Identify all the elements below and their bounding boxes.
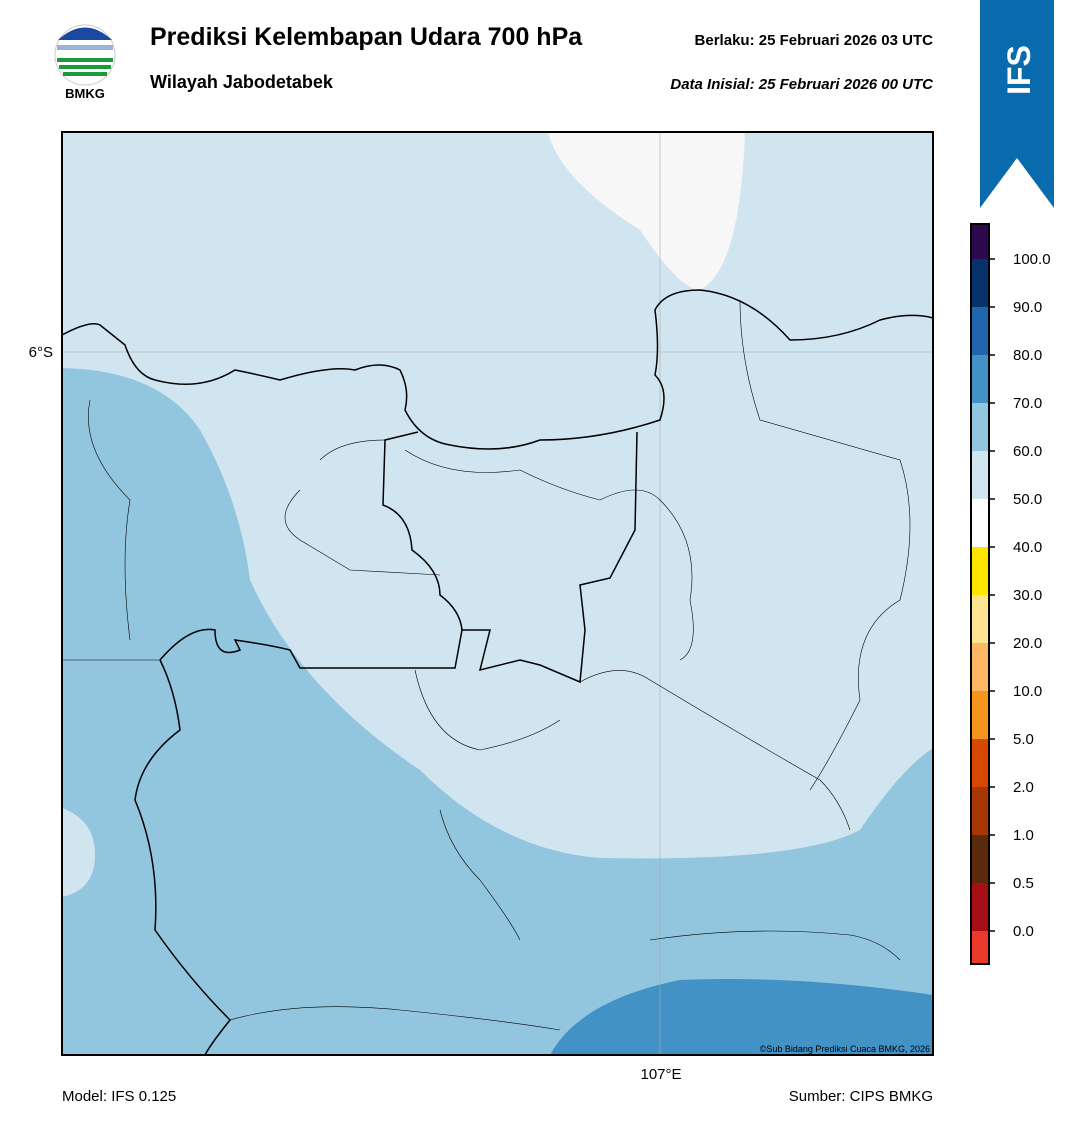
colorbar-label: 30.0 [1013,587,1042,604]
colorbar-label: 20.0 [1013,635,1042,652]
colorbar-label: 1.0 [1013,827,1034,844]
colorbar-label: 70.0 [1013,395,1042,412]
colorbar-segment [971,499,989,547]
colorbar-label: 60.0 [1013,443,1042,460]
colorbar-segment [971,224,989,259]
colorbar-segment [971,787,989,835]
province-border [159,431,638,684]
colorbar-frame [970,223,990,965]
lon-label: 107°E [640,1066,681,1083]
colorbar-label: 100.0 [1013,251,1051,268]
colorbar-segment [971,835,989,883]
valid-time: Berlaku: 25 Februari 2026 03 UTC [695,32,934,49]
coastline [62,289,933,450]
colorbar-segment [971,355,989,403]
subtitle: Wilayah Jabodetabek [150,72,334,92]
colorbar: 0.0 0.5 1.0 2.0 5.0 10.0 20.0 30.0 40.0 50.0 60.0 7… [970,223,1051,965]
title: Prediksi Kelembapan Udara 700 hPa [150,23,583,51]
map-area [62,132,933,1055]
lat-label: 6°S [29,344,53,361]
init-time: Data Inisial: 25 Februari 2026 00 UTC [670,76,934,93]
model: Model: IFS 0.125 [62,1088,176,1105]
colorbar-label: 0.0 [1013,923,1034,940]
colorbar-label: 90.0 [1013,299,1042,316]
colorbar-segment [971,259,989,307]
colorbar-label: 2.0 [1013,779,1034,796]
colorbar-segment [971,547,989,595]
province-border [382,431,463,631]
credit: ©Sub Bidang Prediksi Cuaca BMKG, 2026 [760,1044,930,1054]
colorbar-segment [971,403,989,451]
colorbar-label: 0.5 [1013,875,1034,892]
badge: IFS [980,0,1054,208]
colorbar-segment [971,691,989,739]
colorbar-label: 40.0 [1013,539,1042,556]
colorbar-label: 5.0 [1013,731,1034,748]
colorbar-segment [971,739,989,787]
badge-text: IFS [1001,45,1037,95]
colorbar-segment [971,307,989,355]
colorbar-segment [971,595,989,643]
colorbar-segment [971,931,989,964]
district-borders [62,299,911,1031]
logo: BMKG [54,24,116,101]
colorbar-label: 50.0 [1013,491,1042,508]
colorbar-segment [971,451,989,499]
colorbar-segment [971,883,989,931]
source: Sumber: CIPS BMKG [789,1088,933,1105]
map-frame [61,131,934,1056]
logo-text: BMKG [65,86,105,101]
colorbar-label: 10.0 [1013,683,1042,700]
colorbar-segment [971,643,989,691]
colorbar-label: 80.0 [1013,347,1042,364]
